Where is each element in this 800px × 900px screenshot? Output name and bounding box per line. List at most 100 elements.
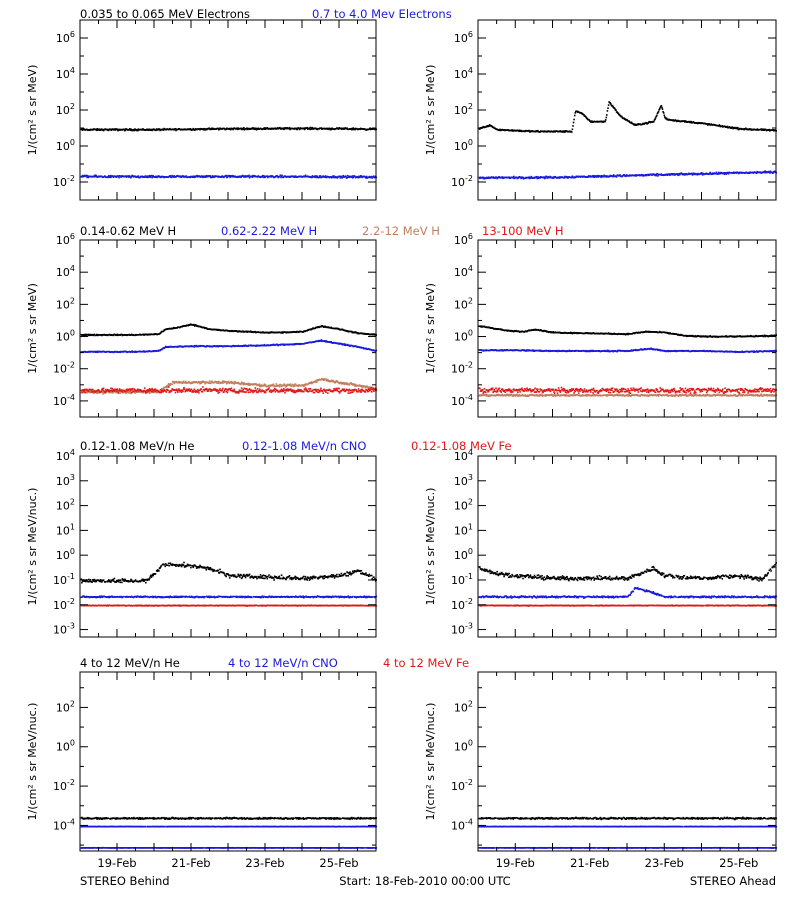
data-point	[331, 176, 334, 178]
data-point	[730, 127, 733, 129]
data-point	[83, 391, 85, 394]
data-point	[212, 176, 214, 179]
data-point	[139, 389, 142, 391]
data-point	[230, 380, 233, 383]
data-point	[725, 173, 728, 175]
data-point	[254, 387, 257, 389]
data-point	[283, 128, 286, 130]
series-1	[478, 101, 777, 133]
data-point	[161, 348, 163, 351]
data-point	[354, 383, 357, 386]
data-point	[283, 343, 285, 345]
data-point	[319, 390, 321, 393]
data-point	[350, 176, 353, 178]
data-point	[255, 383, 258, 386]
data-point	[693, 172, 695, 175]
data-point	[246, 128, 249, 131]
data-point	[322, 378, 324, 380]
data-point	[623, 117, 625, 119]
data-point	[347, 392, 350, 394]
data-point	[206, 388, 208, 391]
data-point	[285, 388, 288, 391]
data-point	[321, 176, 324, 178]
data-point	[283, 384, 285, 386]
data-point	[354, 128, 356, 131]
data-point	[615, 176, 618, 178]
data-point	[182, 382, 184, 384]
data-point	[296, 127, 298, 130]
data-point	[158, 390, 160, 393]
data-point	[511, 129, 513, 131]
data-point	[771, 171, 773, 174]
data-point	[348, 390, 350, 392]
data-point	[268, 385, 271, 387]
data-point	[332, 380, 335, 382]
data-point	[236, 128, 239, 131]
data-point	[81, 176, 83, 178]
data-point	[599, 175, 602, 177]
data-point	[313, 388, 315, 391]
data-point	[314, 175, 316, 177]
data-point	[626, 332, 629, 335]
data-point	[316, 391, 319, 393]
data-point	[190, 128, 192, 131]
data-point	[295, 391, 297, 394]
data-point	[345, 389, 347, 392]
data-point	[566, 176, 568, 178]
data-point	[308, 127, 311, 129]
data-point	[121, 391, 124, 393]
data-point	[292, 384, 294, 386]
data-point	[85, 174, 88, 177]
data-point	[615, 109, 617, 111]
data-point	[118, 388, 121, 390]
data-point	[143, 387, 146, 389]
data-point	[571, 331, 573, 334]
data-point	[368, 128, 371, 130]
data-point	[171, 383, 173, 386]
data-point	[146, 128, 149, 131]
data-point	[101, 391, 104, 393]
data-point	[254, 128, 257, 130]
data-point	[666, 174, 669, 176]
data-point	[487, 176, 490, 178]
data-point	[258, 389, 261, 392]
data-point	[130, 176, 132, 179]
data-point	[280, 390, 282, 392]
data-point	[216, 390, 219, 392]
data-point	[344, 390, 347, 393]
data-point	[266, 175, 269, 177]
data-point	[224, 388, 227, 390]
data-point	[113, 390, 116, 392]
data-point	[101, 388, 103, 391]
data-point	[82, 390, 85, 393]
data-point	[340, 383, 343, 385]
data-point	[85, 390, 88, 392]
data-point	[110, 129, 113, 132]
data-point	[248, 176, 251, 179]
data-point	[687, 173, 690, 176]
data-point	[302, 384, 304, 386]
data-point	[348, 384, 351, 386]
data-point	[117, 175, 120, 177]
data-point	[216, 388, 218, 391]
data-point	[162, 129, 165, 131]
data-point	[248, 382, 250, 385]
data-point	[217, 382, 219, 384]
data-point	[304, 389, 306, 391]
data-point	[208, 382, 210, 384]
data-point	[573, 118, 575, 121]
data-point	[289, 176, 291, 178]
data-point	[159, 129, 161, 132]
data-point	[610, 103, 612, 105]
data-point	[226, 176, 229, 179]
data-point	[205, 387, 208, 390]
data-point	[590, 121, 593, 123]
data-point	[192, 390, 195, 392]
data-point	[370, 387, 373, 390]
data-point	[89, 391, 91, 394]
data-point	[234, 380, 236, 383]
data-point	[253, 390, 256, 392]
data-point	[749, 172, 751, 174]
data-point	[220, 176, 223, 178]
data-point	[194, 325, 196, 327]
